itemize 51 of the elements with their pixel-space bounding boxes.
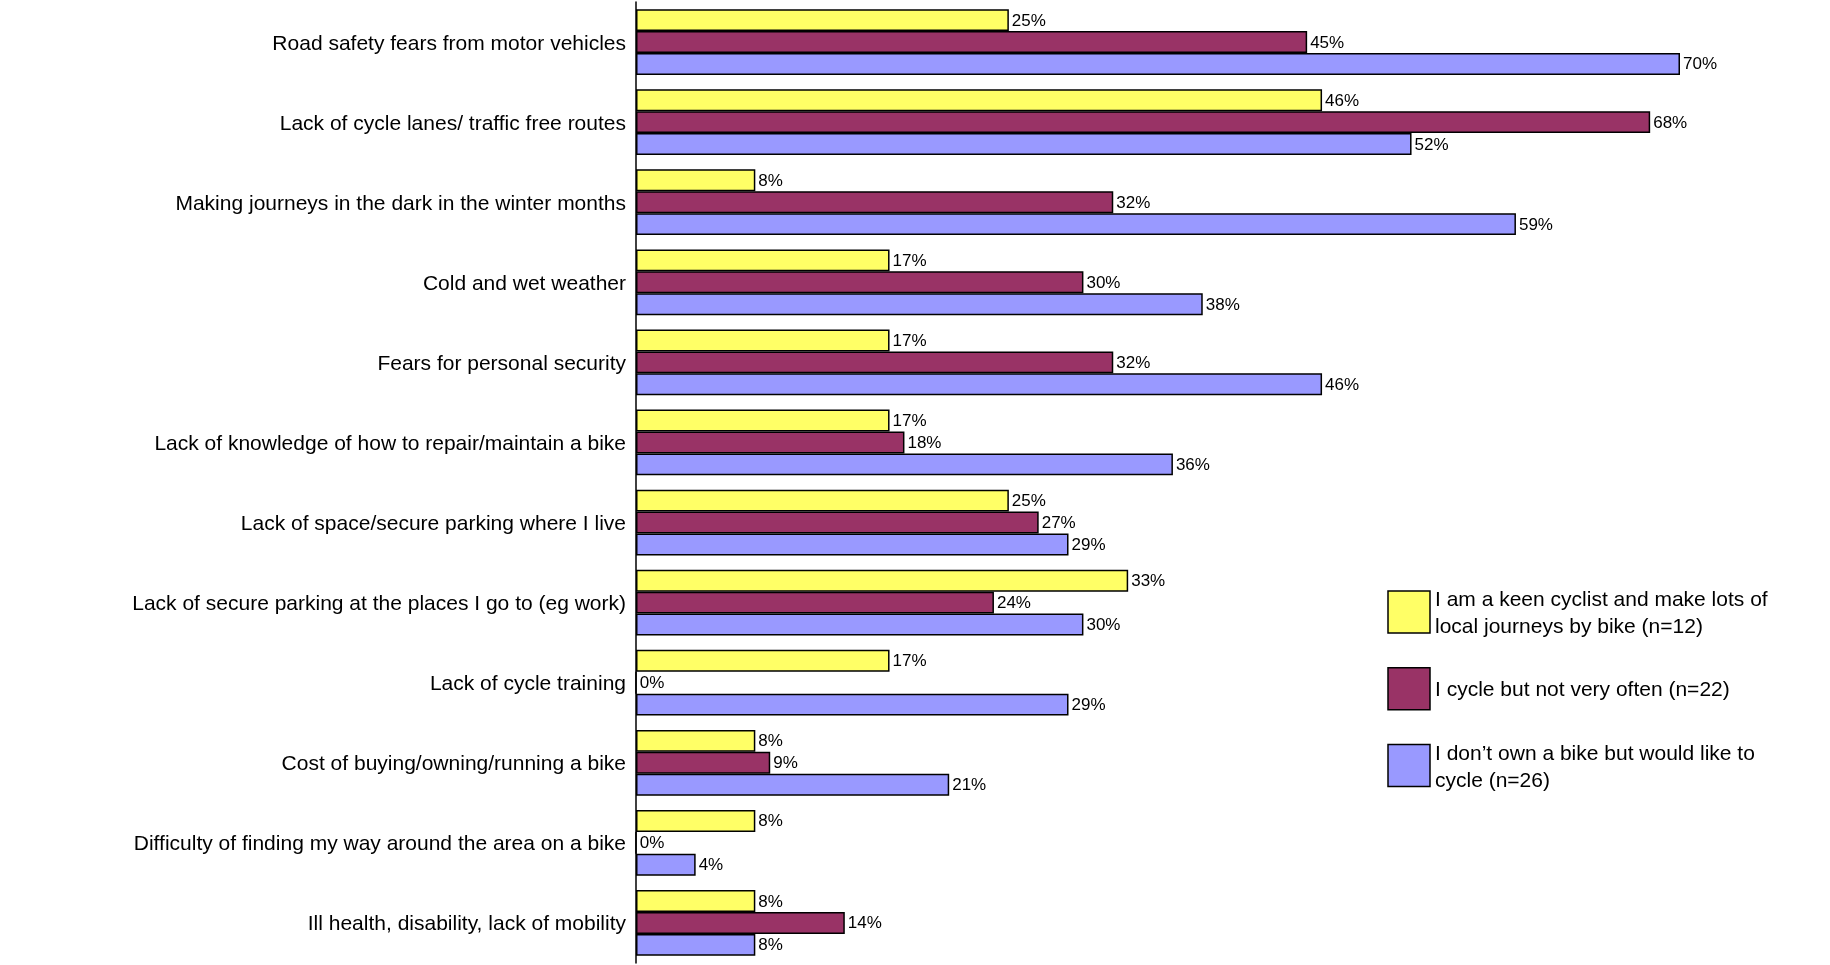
data-label: 70% (1683, 54, 1718, 74)
data-label: 8% (758, 731, 783, 751)
data-label: 8% (758, 891, 783, 911)
data-label: 29% (1071, 534, 1106, 554)
data-label: 45% (1310, 32, 1345, 52)
data-label: 52% (1414, 134, 1449, 154)
data-label: 68% (1653, 112, 1688, 132)
y-tick-label: Making journeys in the dark in the winter months (175, 190, 626, 214)
data-label: 18% (907, 432, 942, 452)
y-tick-label: Lack of cycle training (429, 671, 626, 695)
data-label: 0% (639, 833, 665, 853)
data-label: 8% (758, 811, 783, 831)
y-tick-label: Cost of buying/owning/running a bike (281, 751, 626, 775)
y-tick-label: Lack of knowledge of how to repair/maintain a bike (154, 430, 626, 454)
data-label: 24% (996, 593, 1031, 613)
data-label: 32% (1116, 192, 1151, 212)
data-label: 30% (1086, 615, 1121, 635)
y-tick-label: Difficulty of finding my way around the area on a bike (133, 831, 626, 855)
data-label: 0% (639, 673, 665, 693)
data-label: 9% (773, 753, 798, 773)
y-tick-label: Ill health, disability, lack of mobility (307, 911, 627, 935)
legend-label: I cycle but not very often (n=22) (1435, 677, 1730, 701)
data-label: 29% (1071, 695, 1106, 715)
y-tick-label: Lack of secure parking at the places I go to (eg work) (132, 591, 626, 615)
data-label: 17% (892, 330, 927, 350)
data-label: 46% (1325, 90, 1360, 110)
data-label: 17% (892, 651, 927, 671)
data-label: 8% (758, 170, 783, 190)
data-label: 17% (892, 411, 927, 431)
legend-label: I am a keen cyclist and make lots of local journeys by bike (n=12) (1435, 587, 1774, 637)
data-label: 25% (1011, 491, 1046, 511)
legend-label: I don’t own a bike but would like to cycle (n=26) (1435, 740, 1761, 791)
y-tick-label: Lack of cycle lanes/ traffic free routes (279, 110, 626, 134)
data-label: 4% (698, 855, 724, 875)
data-label: 25% (1011, 10, 1046, 30)
data-label: 8% (758, 935, 783, 955)
y-tick-label: Lack of space/secure parking where I live (240, 511, 626, 535)
data-label: 14% (847, 913, 882, 933)
data-label: 32% (1116, 352, 1151, 372)
data-label: 59% (1518, 214, 1553, 234)
data-label: 46% (1325, 374, 1360, 394)
data-label: 30% (1086, 272, 1121, 292)
data-label: 38% (1205, 294, 1240, 314)
data-label: 27% (1041, 513, 1076, 533)
y-tick-label: Road safety fears from motor vehicles (272, 30, 626, 54)
data-label: 17% (892, 250, 927, 270)
y-tick-label: Fears for personal security (377, 350, 627, 374)
y-tick-label: Cold and wet weather (422, 270, 626, 294)
data-label: 33% (1131, 571, 1166, 591)
data-label: 21% (952, 775, 987, 795)
data-label: 36% (1175, 454, 1210, 474)
